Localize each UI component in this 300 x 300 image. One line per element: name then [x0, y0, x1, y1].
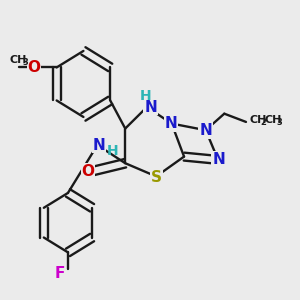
Text: 2: 2	[261, 118, 267, 127]
Text: O: O	[28, 60, 40, 75]
Text: O: O	[82, 164, 94, 179]
Text: N: N	[212, 152, 225, 167]
Text: 3: 3	[22, 58, 28, 67]
Text: F: F	[55, 266, 65, 281]
Text: CH: CH	[9, 55, 27, 65]
Text: CH: CH	[249, 115, 266, 125]
Text: N: N	[200, 123, 212, 138]
Text: N: N	[144, 100, 157, 115]
Text: S: S	[151, 169, 162, 184]
Text: N: N	[92, 137, 105, 152]
Text: 3: 3	[276, 118, 282, 127]
Text: H: H	[106, 144, 118, 158]
Text: H: H	[140, 89, 151, 103]
Text: CH: CH	[265, 115, 282, 125]
Text: N: N	[165, 116, 177, 131]
